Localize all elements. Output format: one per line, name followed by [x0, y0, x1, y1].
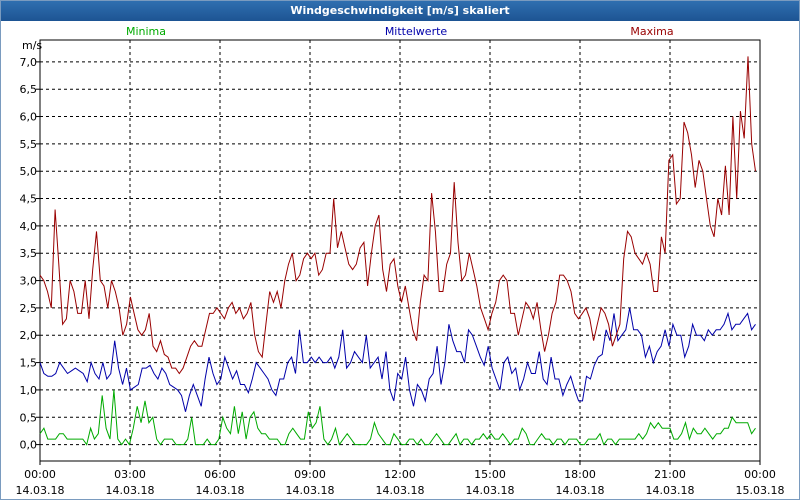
x-tick-date-label: 14.03.18: [106, 484, 155, 497]
x-tick-date-label: 14.03.18: [196, 484, 245, 497]
x-tick-date-label: 14.03.18: [466, 484, 515, 497]
legend-entry-maxima: Maxima: [630, 25, 673, 38]
y-tick-label: 2,5: [20, 302, 38, 315]
y-axis-unit-label: m/s: [22, 39, 42, 52]
y-tick-label: 0,5: [20, 411, 38, 424]
y-tick-label: 3,0: [20, 275, 38, 288]
series-line-maxima: [39, 56, 756, 375]
x-tick-date-label: 14.03.18: [376, 484, 425, 497]
x-tick-date-label: 14.03.18: [16, 484, 65, 497]
x-tick-time-label: 00:00: [24, 468, 56, 481]
x-tick-date-label: 15.03.18: [736, 484, 785, 497]
legend: Minima Mittelwerte Maxima: [126, 25, 674, 38]
y-tick-label: 6,5: [20, 83, 38, 96]
x-axis: 00:00 14.03.18 03:00 14.03.18 06:00 14.03.18 0…: [16, 461, 785, 497]
x-tick-time-label: 06:00: [204, 468, 236, 481]
x-tick-time-label: 00:00: [744, 468, 776, 481]
series-line-minima: [39, 389, 756, 446]
x-tick-date-label: 14.03.18: [286, 484, 335, 497]
y-tick-label: 4,5: [20, 193, 38, 206]
y-tick-label: 3,5: [20, 247, 38, 260]
y-tick-label: 1,0: [20, 384, 38, 397]
y-axis: 0,0 0,5 1,0 1,5 2,0 2,5 3,0 3,5 4,0 4,5 5,0 5,5 6,0 6…: [20, 56, 40, 452]
x-tick-date-label: 14.03.18: [646, 484, 695, 497]
y-tick-label: 5,0: [20, 165, 38, 178]
x-tick-time-label: 03:00: [114, 468, 146, 481]
series-lines: [39, 56, 756, 446]
chart-title: Windgeschwindigkeit [m/s] skaliert: [1, 1, 799, 21]
legend-entry-minima: Minima: [126, 25, 166, 38]
x-tick-time-label: 18:00: [564, 468, 596, 481]
x-tick-time-label: 12:00: [384, 468, 416, 481]
y-tick-label: 6,0: [20, 111, 38, 124]
y-tick-label: 2,0: [20, 329, 38, 342]
y-tick-label: 4,0: [20, 220, 38, 233]
y-tick-label: 1,5: [20, 357, 38, 370]
grid-lines: [40, 40, 760, 461]
legend-entry-mittelwerte: Mittelwerte: [385, 25, 448, 38]
y-tick-label: 7,0: [20, 56, 38, 69]
x-tick-date-label: 14.03.18: [556, 484, 605, 497]
x-tick-time-label: 09:00: [294, 468, 326, 481]
x-tick-time-label: 15:00: [474, 468, 506, 481]
x-tick-time-label: 21:00: [654, 468, 686, 481]
y-tick-label: 0,0: [20, 439, 38, 452]
series-line-mittelwerte: [39, 307, 756, 412]
y-tick-label: 5,5: [20, 138, 38, 151]
